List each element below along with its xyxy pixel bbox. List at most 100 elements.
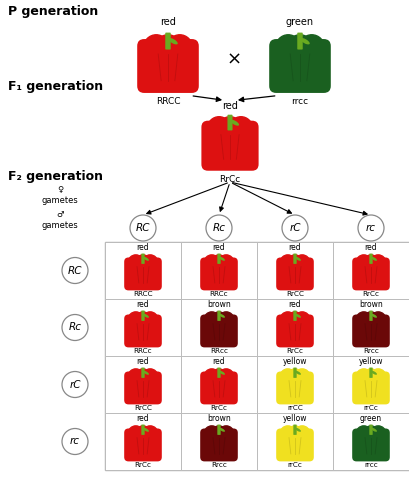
Ellipse shape <box>139 260 147 266</box>
Circle shape <box>204 255 220 270</box>
Ellipse shape <box>143 371 149 375</box>
Ellipse shape <box>371 428 377 432</box>
Bar <box>181 242 257 299</box>
Circle shape <box>135 312 151 328</box>
Circle shape <box>363 426 379 442</box>
Circle shape <box>142 312 158 328</box>
Bar <box>105 242 181 299</box>
Ellipse shape <box>143 428 149 432</box>
Ellipse shape <box>205 444 233 458</box>
Circle shape <box>280 312 296 328</box>
Circle shape <box>294 255 310 270</box>
Text: RRcc: RRcc <box>210 348 228 354</box>
Text: rrCc: rrCc <box>288 462 302 468</box>
Circle shape <box>128 426 144 442</box>
FancyBboxPatch shape <box>227 114 233 130</box>
Circle shape <box>142 255 158 270</box>
FancyBboxPatch shape <box>200 428 238 462</box>
FancyBboxPatch shape <box>217 368 221 378</box>
Text: Rc: Rc <box>213 223 225 233</box>
Bar <box>181 356 257 413</box>
FancyBboxPatch shape <box>369 424 373 435</box>
FancyBboxPatch shape <box>124 428 162 462</box>
Ellipse shape <box>281 273 309 287</box>
Ellipse shape <box>129 273 157 287</box>
Ellipse shape <box>281 444 309 458</box>
Text: red: red <box>289 243 301 252</box>
Ellipse shape <box>215 260 223 266</box>
FancyBboxPatch shape <box>369 310 373 321</box>
Circle shape <box>280 426 296 442</box>
Ellipse shape <box>205 330 233 344</box>
Ellipse shape <box>209 144 251 167</box>
Circle shape <box>144 35 169 60</box>
Text: red: red <box>365 243 378 252</box>
FancyBboxPatch shape <box>352 258 390 290</box>
Ellipse shape <box>215 430 223 436</box>
Circle shape <box>371 426 386 442</box>
Ellipse shape <box>219 314 225 318</box>
Ellipse shape <box>215 374 223 380</box>
Bar <box>105 356 181 413</box>
FancyBboxPatch shape <box>352 372 390 404</box>
Text: red: red <box>213 357 225 366</box>
Bar <box>105 242 409 470</box>
Text: rrCC: rrCC <box>287 405 303 411</box>
Text: rC: rC <box>289 223 301 233</box>
Ellipse shape <box>371 371 377 375</box>
Ellipse shape <box>367 316 375 322</box>
Circle shape <box>207 116 231 140</box>
Text: red: red <box>289 300 301 309</box>
FancyBboxPatch shape <box>142 254 145 264</box>
Circle shape <box>128 255 144 270</box>
Text: F₁ generation: F₁ generation <box>8 80 103 93</box>
FancyBboxPatch shape <box>200 314 238 348</box>
Bar <box>181 299 257 356</box>
Circle shape <box>371 255 386 270</box>
Circle shape <box>167 35 192 60</box>
Ellipse shape <box>143 314 149 318</box>
Bar <box>333 413 409 470</box>
Ellipse shape <box>146 64 191 88</box>
FancyBboxPatch shape <box>124 314 162 348</box>
Circle shape <box>229 116 253 140</box>
Ellipse shape <box>230 120 239 126</box>
Text: RrCC: RrCC <box>286 291 304 297</box>
Text: red: red <box>222 100 238 110</box>
Circle shape <box>211 312 227 328</box>
Circle shape <box>294 369 310 384</box>
Text: red: red <box>137 243 149 252</box>
Text: rrcc: rrcc <box>292 97 308 106</box>
Circle shape <box>218 116 242 140</box>
Circle shape <box>204 312 220 328</box>
FancyBboxPatch shape <box>200 258 238 290</box>
Text: RrCC: RrCC <box>134 405 152 411</box>
Circle shape <box>155 35 181 60</box>
Text: RRCC: RRCC <box>156 97 180 106</box>
FancyBboxPatch shape <box>276 258 314 290</box>
Bar <box>333 356 409 413</box>
Ellipse shape <box>169 38 178 44</box>
Circle shape <box>371 369 386 384</box>
Ellipse shape <box>129 387 157 402</box>
Ellipse shape <box>205 387 233 402</box>
Text: red: red <box>137 300 149 309</box>
Text: red: red <box>160 17 176 27</box>
Text: F₂ generation: F₂ generation <box>8 170 103 183</box>
Ellipse shape <box>278 64 322 88</box>
Bar <box>333 242 409 299</box>
FancyBboxPatch shape <box>200 372 238 404</box>
Ellipse shape <box>219 371 225 375</box>
Circle shape <box>287 312 303 328</box>
Ellipse shape <box>215 316 223 322</box>
FancyBboxPatch shape <box>293 310 297 321</box>
FancyBboxPatch shape <box>269 39 331 93</box>
Circle shape <box>135 369 151 384</box>
Ellipse shape <box>223 124 236 133</box>
Text: rrCc: rrCc <box>364 405 378 411</box>
Circle shape <box>280 369 296 384</box>
Circle shape <box>276 35 301 60</box>
Bar <box>257 242 333 299</box>
Text: green: green <box>286 17 314 27</box>
Ellipse shape <box>357 273 385 287</box>
